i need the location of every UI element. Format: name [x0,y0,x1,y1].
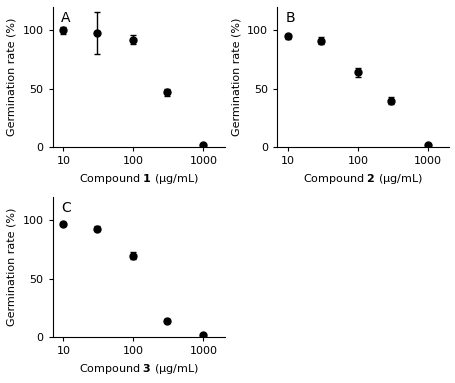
Y-axis label: Germination rate (%): Germination rate (%) [231,18,241,136]
Text: C: C [61,201,71,215]
Text: B: B [285,11,295,25]
X-axis label: Compound $\mathbf{1}$ (μg/mL): Compound $\mathbf{1}$ (μg/mL) [78,172,198,186]
Text: A: A [61,11,71,25]
X-axis label: Compound $\mathbf{2}$ (μg/mL): Compound $\mathbf{2}$ (μg/mL) [303,172,422,186]
X-axis label: Compound $\mathbf{3}$ (μg/mL): Compound $\mathbf{3}$ (μg/mL) [78,362,198,376]
Y-axis label: Germination rate (%): Germination rate (%) [7,18,17,136]
Y-axis label: Germination rate (%): Germination rate (%) [7,208,17,326]
